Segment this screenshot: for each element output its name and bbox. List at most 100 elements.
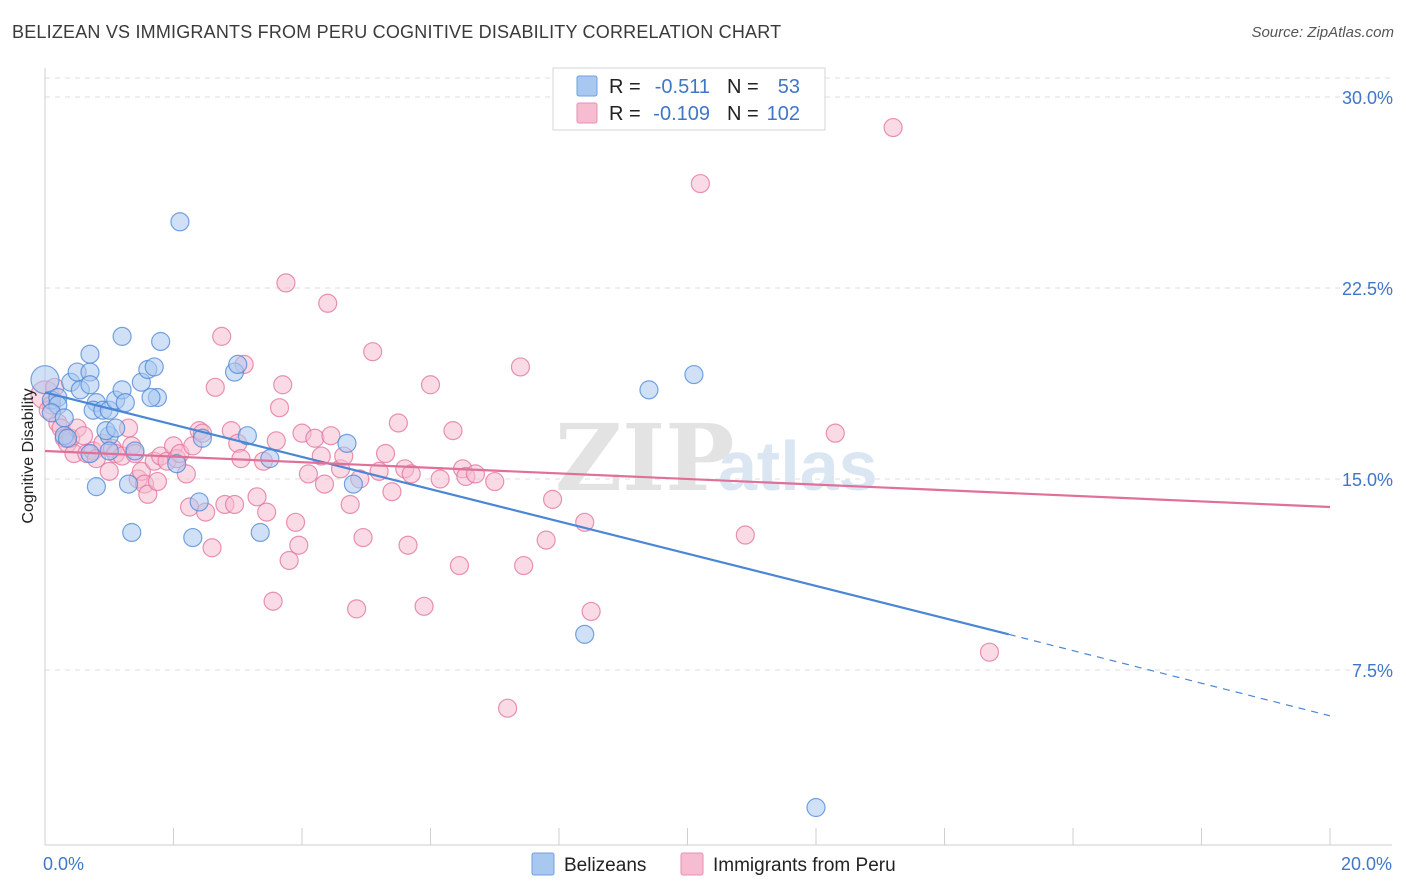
peru-point bbox=[883, 117, 903, 138]
peru-point bbox=[542, 489, 563, 509]
peru-point bbox=[498, 698, 518, 718]
belizeans-point bbox=[575, 624, 595, 644]
belizeans-point bbox=[80, 375, 100, 395]
series-peru-points bbox=[30, 117, 1000, 718]
peru-point bbox=[449, 555, 470, 576]
watermark-atlas: atlas bbox=[718, 427, 878, 505]
legend-r-value-2: -0.109 bbox=[653, 103, 710, 125]
trend-line-belizeans-extension bbox=[1008, 633, 1331, 717]
legend-n-label-1: N = bbox=[727, 76, 759, 98]
belizeans-point bbox=[80, 344, 100, 364]
belizeans-point bbox=[684, 364, 704, 385]
series-belizeans-points bbox=[30, 212, 826, 818]
source-label: Source: ZipAtlas.com bbox=[1251, 24, 1394, 41]
x-tick-label-min: 0.0% bbox=[43, 854, 84, 874]
peru-point bbox=[298, 464, 319, 484]
belizeans-point bbox=[237, 426, 257, 446]
peru-point bbox=[347, 599, 367, 619]
peru-point bbox=[465, 464, 486, 484]
legend-bottom-swatch-peru bbox=[680, 852, 704, 876]
belizeans-point bbox=[125, 441, 145, 461]
peru-point bbox=[266, 431, 286, 451]
y-tick-label-1: 15.0% bbox=[1342, 470, 1393, 490]
peru-point bbox=[581, 601, 601, 622]
belizeans-point bbox=[337, 433, 357, 453]
peru-point bbox=[414, 596, 434, 616]
peru-point bbox=[388, 413, 408, 433]
peru-point bbox=[276, 273, 296, 293]
legend-n-value-1: 53 bbox=[778, 76, 800, 98]
x-tick-label-max: 20.0% bbox=[1341, 854, 1392, 874]
peru-point bbox=[273, 375, 293, 395]
legend-top-box bbox=[552, 67, 826, 131]
peru-point bbox=[510, 357, 531, 377]
peru-point bbox=[398, 535, 418, 555]
peru-point bbox=[485, 471, 505, 492]
peru-point bbox=[382, 482, 402, 502]
peru-point bbox=[263, 591, 283, 611]
trend-line-belizeans bbox=[44, 391, 1010, 636]
legend-n-label-2: N = bbox=[727, 103, 759, 125]
peru-point bbox=[202, 538, 222, 558]
belizeans-point bbox=[260, 449, 280, 469]
peru-point bbox=[443, 421, 463, 441]
y-axis-title: Cognitive Disability bbox=[20, 388, 37, 523]
y-tick-label-0: 7.5% bbox=[1352, 661, 1393, 681]
peru-point bbox=[205, 377, 225, 397]
belizeans-point bbox=[54, 408, 74, 428]
peru-point bbox=[420, 375, 441, 395]
peru-point bbox=[321, 426, 341, 446]
legend-top: R = -0.511 N = 53 R = -0.109 N = 102 bbox=[552, 67, 826, 131]
peru-point bbox=[536, 530, 556, 550]
peru-point bbox=[279, 550, 299, 571]
peru-point bbox=[318, 293, 338, 313]
peru-point bbox=[353, 527, 373, 548]
peru-point bbox=[99, 461, 119, 481]
belizeans-point bbox=[250, 522, 270, 543]
belizeans-point bbox=[167, 454, 187, 474]
legend-bottom-label-peru: Immigrants from Peru bbox=[713, 855, 896, 876]
legend-r-label-2: R = bbox=[609, 103, 641, 125]
peru-point bbox=[138, 484, 158, 504]
legend-bottom-label-belizeans: Belizeans bbox=[564, 855, 646, 876]
belizeans-point bbox=[86, 477, 107, 497]
belizeans-point bbox=[141, 387, 161, 408]
peru-point bbox=[690, 173, 710, 194]
belizeans-point bbox=[57, 428, 78, 448]
peru-point bbox=[979, 642, 1000, 662]
legend-r-value-1: -0.511 bbox=[655, 76, 710, 98]
peru-point bbox=[363, 342, 383, 362]
peru-point bbox=[224, 494, 245, 515]
peru-point bbox=[340, 494, 360, 515]
legend-swatch-peru bbox=[576, 102, 598, 124]
peru-point bbox=[735, 525, 755, 545]
peru-point bbox=[825, 423, 845, 443]
belizeans-point bbox=[228, 354, 248, 374]
belizeans-point bbox=[170, 212, 190, 232]
peru-point bbox=[257, 502, 277, 522]
trend-line-peru bbox=[44, 449, 1331, 509]
peru-point bbox=[314, 474, 335, 494]
peru-point bbox=[269, 398, 290, 418]
y-tick-label-2: 22.5% bbox=[1342, 279, 1393, 299]
watermark-zip: ZIP bbox=[555, 404, 734, 512]
legend-r-label-1: R = bbox=[609, 76, 641, 98]
belizeans-point bbox=[806, 797, 826, 818]
x-axis-ticks bbox=[44, 828, 1331, 845]
peru-point bbox=[247, 487, 267, 507]
belizeans-point bbox=[122, 522, 142, 543]
belizeans-point bbox=[189, 492, 209, 512]
peru-point bbox=[305, 428, 325, 448]
gridlines bbox=[45, 77, 1392, 671]
belizeans-point bbox=[115, 393, 135, 413]
chart-title: BELIZEAN VS IMMIGRANTS FROM PERU COGNITI… bbox=[12, 22, 782, 42]
peru-point bbox=[212, 326, 232, 346]
peru-point bbox=[430, 469, 450, 489]
legend-bottom: Belizeans Immigrants from Peru bbox=[531, 852, 896, 876]
legend-bottom-swatch-belizeans bbox=[531, 852, 555, 876]
peru-point bbox=[514, 555, 534, 576]
peru-point bbox=[401, 464, 421, 484]
trend-lines bbox=[44, 391, 1331, 717]
peru-point bbox=[147, 471, 168, 492]
